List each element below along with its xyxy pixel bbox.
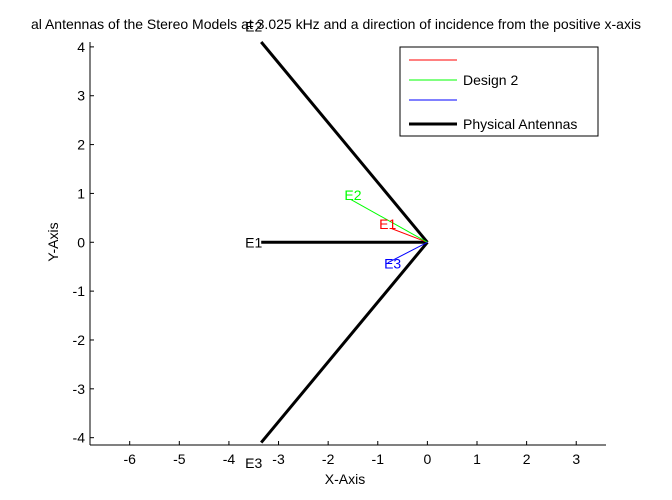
y-tick-label: -4	[73, 430, 86, 446]
series-line-0	[260, 41, 429, 244]
y-tick-label: -1	[73, 283, 86, 299]
x-tick-label: -5	[173, 451, 186, 467]
series-layer	[260, 41, 429, 444]
series-line-0	[260, 241, 429, 444]
annotation-label: E3	[384, 255, 401, 271]
x-tick-label: 3	[572, 451, 580, 467]
y-tick-label: 2	[77, 137, 85, 153]
legend-entry-label: Design 2	[463, 72, 518, 88]
legend-entry-label: Physical Antennas	[463, 116, 577, 132]
annotation-label: E3	[245, 455, 262, 471]
y-tick-label: 3	[77, 88, 85, 104]
annotation-label: E2	[245, 18, 262, 34]
y-tick-label: -3	[73, 381, 86, 397]
x-tick-label: 1	[473, 451, 481, 467]
annotation-label: E1	[379, 216, 396, 232]
x-tick-label: -2	[322, 451, 335, 467]
series-line-2	[350, 198, 428, 243]
x-tick-label: -3	[272, 451, 285, 467]
y-tick-label: 1	[77, 185, 85, 201]
y-tick-label: -2	[73, 332, 86, 348]
series-line-3	[387, 241, 428, 264]
series-line-1	[391, 228, 428, 243]
x-tick-label: -4	[223, 451, 236, 467]
annotation-label: E2	[344, 187, 361, 203]
x-tick-label: -1	[372, 451, 385, 467]
x-ticks: -6 -5 -4 -3 -2 -1 0 1 2 3	[123, 441, 580, 467]
x-tick-label: 0	[423, 451, 431, 467]
chart-title: al Antennas of the Stereo Models at 3.02…	[31, 16, 641, 32]
y-ticks: -4 -3 -2 -1 0 1 2 3 4	[73, 39, 94, 446]
x-tick-label: 2	[523, 451, 531, 467]
annotation-label: E1	[245, 234, 262, 250]
legend: Design 2 Physical Antennas	[399, 46, 599, 137]
annotation-layer: E1 E2 E3 E2 E1 E3	[245, 18, 401, 471]
x-tick-label: -6	[123, 451, 136, 467]
x-axis-label: X-Axis	[325, 471, 365, 487]
y-tick-label: 0	[77, 234, 85, 250]
legend-box	[399, 46, 599, 137]
y-tick-label: 4	[77, 39, 85, 55]
y-axis-label: Y-Axis	[45, 222, 61, 261]
